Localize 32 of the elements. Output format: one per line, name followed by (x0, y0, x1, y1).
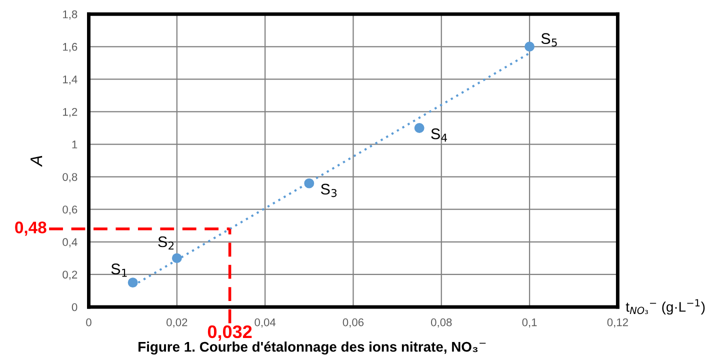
ref-line-label: 0,48 (15, 222, 46, 236)
y-tick-label: 1,4 (63, 76, 78, 85)
point (172, 253, 182, 264)
y-tick-label: 0,8 (62, 173, 78, 182)
x-axis-title: t$_{NO₃}$$^{−}$ (g·L$^{−1}$) (626, 299, 705, 315)
ref-line-label: 0,032 (208, 325, 252, 341)
text: Figure 1. Courbe d'étalonnage des ions nitrate, NO₃$^{−}$ (138, 341, 486, 355)
annotation: S$_{3}$ (320, 184, 337, 198)
y-tick-label: 0,4 (62, 238, 78, 248)
y-tick-label: 0 (72, 303, 78, 312)
y-tick-label: 1,8 (63, 10, 78, 20)
point (524, 42, 535, 52)
y-tick-label: 1,6 (63, 42, 78, 52)
annotation: S$_{1}$ (111, 264, 127, 277)
y-tick-label: 0,2 (62, 270, 78, 280)
point (128, 278, 138, 288)
y-tick-label: 1,2 (63, 108, 78, 118)
annotation: S$_{2}$ (158, 236, 174, 250)
x-tick-label: 0,04 (254, 318, 276, 328)
x-tick-label: 0,08 (431, 318, 452, 328)
annotation: S$_{4}$ (431, 128, 447, 142)
annotation: S$_{5}$ (541, 33, 557, 47)
y-axis-title: A (30, 156, 42, 167)
y-tick-label: 1 (72, 140, 78, 148)
point (414, 123, 424, 133)
x-tick-label: 0,12 (607, 318, 628, 328)
x-tick-label: 0 (86, 318, 92, 326)
x-tick-label: 0,02 (166, 318, 188, 328)
x-tick-label: 0,1 (522, 318, 537, 328)
y-tick-label: 0,6 (62, 206, 78, 215)
x-tick-label: 0,06 (342, 318, 364, 328)
point (304, 178, 314, 188)
